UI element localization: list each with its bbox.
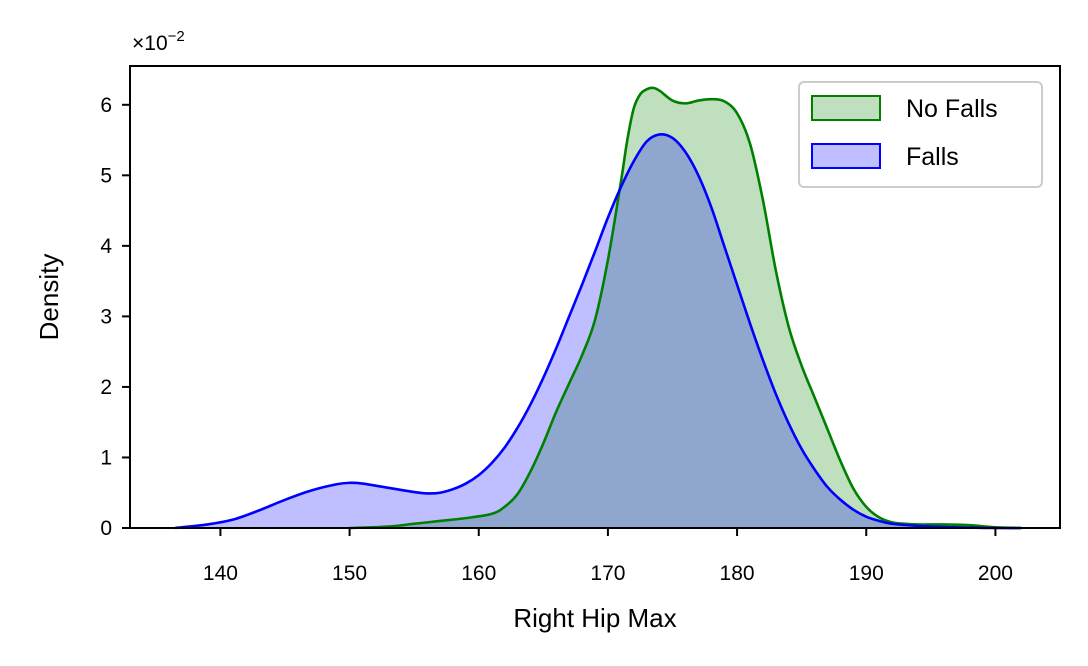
y-tick-label: 3 [100, 305, 112, 328]
y-scale-factor-exponent: −2 [168, 28, 185, 45]
x-tick-label: 190 [849, 562, 884, 585]
y-axis-label: Density [34, 254, 64, 341]
y-tick-label: 0 [100, 517, 112, 540]
x-tick-label: 200 [978, 562, 1013, 585]
y-tick-label: 4 [100, 235, 112, 258]
y-tick-label: 6 [100, 94, 112, 117]
x-tick-label: 180 [720, 562, 755, 585]
series-line-no-falls [349, 86, 1022, 530]
x-axis-label: Right Hip Max [513, 603, 676, 633]
legend-frame [798, 81, 1043, 188]
y-axis-ticks: 0 1 2 3 4 5 6 [100, 94, 130, 540]
x-tick-label: 140 [203, 562, 238, 585]
legend-swatch-no-falls [811, 95, 881, 121]
legend-swatch-falls [811, 143, 881, 169]
y-tick-label: 1 [100, 446, 112, 469]
x-tick-label: 150 [332, 562, 367, 585]
y-scale-factor-base: ×10 [132, 32, 168, 55]
x-tick-label: 160 [461, 562, 496, 585]
plot-frame [129, 65, 1061, 529]
legend-label-no-falls: No Falls [906, 95, 998, 123]
legend: No Falls Falls [798, 81, 1043, 188]
series-line-falls [175, 132, 1022, 530]
series-area-no-falls [349, 87, 1022, 529]
series-area-falls [175, 134, 1022, 529]
y-tick-label: 2 [100, 376, 112, 399]
series-layer [175, 86, 1022, 530]
x-axis-ticks: 140 150 160 170 180 190 200 [203, 528, 1013, 585]
y-scale-factor: ×10−2 [132, 28, 185, 55]
y-tick-label: 5 [100, 164, 112, 187]
legend-label-falls: Falls [906, 143, 959, 171]
x-tick-label: 170 [590, 562, 625, 585]
